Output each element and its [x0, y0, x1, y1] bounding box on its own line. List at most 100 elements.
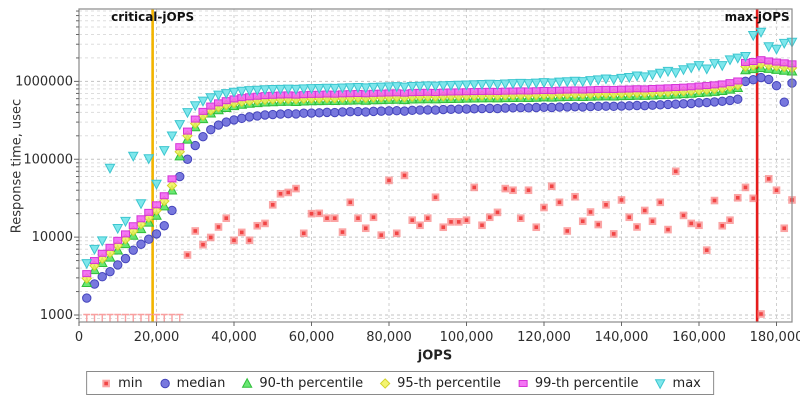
data-point [306, 108, 317, 118]
data-point [655, 84, 665, 92]
data-point [337, 107, 348, 117]
legend-marker-min-icon [102, 379, 110, 387]
data-point [632, 100, 642, 111]
data-point [437, 81, 449, 92]
legend-label-min: min [118, 375, 143, 391]
data-point [686, 98, 696, 109]
data-point [237, 113, 247, 124]
data-point [693, 61, 705, 72]
y-axis-title: Response time, usec [9, 98, 25, 234]
data-point [182, 108, 193, 119]
clipped-min-marker [98, 313, 106, 322]
data-point [570, 102, 580, 112]
data-point [774, 188, 779, 193]
data-point [580, 219, 585, 224]
data-point [356, 216, 360, 220]
data-point [480, 223, 484, 228]
x-tick-label: 80,000 [366, 330, 412, 345]
data-point [562, 86, 572, 94]
data-point [717, 80, 727, 88]
data-point [128, 222, 138, 230]
data-point [438, 104, 448, 115]
data-point [717, 96, 727, 106]
data-point [90, 257, 99, 265]
data-point [113, 236, 123, 244]
data-point [569, 76, 581, 87]
legend-item-p95: 95-th percentile [378, 376, 501, 391]
data-point [499, 79, 511, 90]
data-point [507, 79, 519, 90]
data-point [601, 101, 611, 111]
data-point [764, 57, 774, 65]
data-point [639, 72, 651, 83]
data-point [399, 106, 410, 116]
data-point [363, 226, 368, 231]
data-point [709, 97, 720, 107]
data-point [476, 79, 488, 91]
data-point [430, 81, 441, 92]
data-point [198, 107, 208, 115]
data-point [175, 143, 185, 151]
data-point [592, 75, 604, 86]
data-point [640, 85, 650, 93]
x-tick-label: 20,000 [134, 330, 180, 345]
data-point [260, 110, 270, 120]
clipped-min-marker [168, 313, 176, 322]
data-point [159, 221, 169, 231]
annotation-lines [151, 9, 759, 322]
data-point [348, 200, 353, 205]
data-point [384, 106, 394, 116]
data-point [485, 103, 495, 114]
data-point [306, 84, 317, 95]
data-point [446, 104, 456, 114]
data-point [508, 103, 518, 113]
data-point [701, 64, 713, 75]
legend-item-median: median [158, 376, 225, 391]
data-point [655, 100, 665, 110]
data-point [353, 106, 363, 117]
data-point [565, 229, 570, 233]
data-point [539, 102, 549, 112]
data-point [97, 272, 107, 282]
data-point [578, 86, 588, 94]
data-point [391, 82, 403, 93]
clipped-min-marker [145, 313, 153, 322]
legend-label-p90: 90-th percentile [259, 375, 364, 391]
data-point [663, 99, 673, 110]
data-point [112, 240, 124, 251]
data-point [654, 68, 666, 79]
data-point [663, 84, 673, 92]
data-point [120, 253, 131, 264]
data-point [456, 220, 461, 224]
data-point [748, 75, 758, 85]
data-point [779, 59, 789, 67]
data-point [268, 109, 278, 120]
data-point [97, 249, 107, 257]
data-point [159, 192, 169, 200]
data-point [495, 210, 500, 215]
data-point [329, 83, 341, 95]
data-point [624, 101, 634, 111]
clipped-min-marker [83, 313, 91, 322]
data-point [89, 260, 100, 271]
data-point [120, 216, 131, 228]
data-point [733, 77, 743, 85]
data-point [174, 120, 186, 131]
data-point [236, 86, 248, 97]
data-point [151, 179, 162, 190]
data-point [732, 53, 744, 64]
data-point [135, 199, 147, 210]
plot-border [78, 8, 793, 323]
data-point [561, 77, 573, 88]
data-point [547, 102, 557, 113]
data-point [670, 68, 682, 79]
data-point [766, 177, 771, 181]
data-point [464, 218, 469, 222]
data-point [516, 102, 526, 113]
data-point [368, 82, 379, 94]
data-point [755, 27, 767, 38]
data-point [526, 188, 531, 193]
data-point [689, 221, 694, 226]
data-point [554, 77, 565, 88]
data-point [197, 96, 209, 107]
